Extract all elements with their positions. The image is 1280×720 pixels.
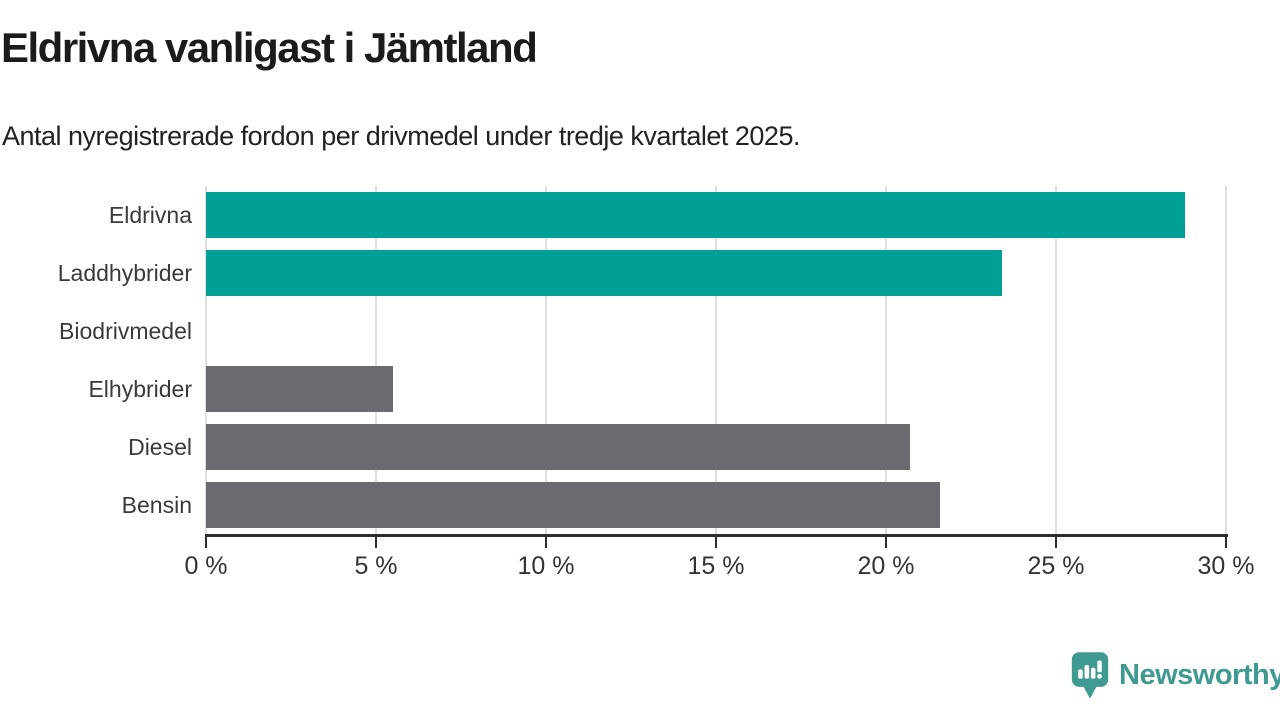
bar-track	[206, 192, 1226, 238]
x-axis-tick-label: 0 %	[184, 552, 228, 580]
gridline	[544, 186, 547, 534]
bar-track	[206, 308, 1226, 354]
category-label: Biodrivmedel	[59, 317, 192, 344]
x-axis-tick	[205, 537, 207, 548]
x-axis-tick	[1225, 537, 1227, 548]
chart-row-bensin: Bensin	[0, 476, 1226, 534]
x-axis-tick-label: 30 %	[1197, 552, 1255, 580]
gridline	[884, 186, 887, 534]
gridline	[1055, 186, 1057, 534]
category-label: Elhybrider	[88, 375, 192, 402]
x-axis-tick-label: 20 %	[857, 552, 915, 580]
chart-row-eldrivna: Eldrivna	[0, 186, 1226, 244]
chart-row-diesel: Diesel	[0, 418, 1226, 476]
chart-subtitle: Antal nyregistrerade fordon per drivmede…	[2, 121, 800, 151]
x-axis-tick	[544, 537, 547, 548]
x-axis: 0 % 5 % 10 % 15 % 20 % 25 % 30 %	[184, 534, 1254, 584]
bar-bensin	[206, 482, 941, 528]
bar-track	[206, 250, 1226, 296]
x-axis-tick-label: 25 %	[1027, 552, 1085, 580]
x-axis-tick	[1055, 537, 1057, 548]
category-label: Eldrivna	[108, 201, 192, 228]
gridline	[374, 186, 377, 534]
bar-chart: Eldrivna Laddhybrider Biodrivmedel Elhybrid…	[0, 186, 1280, 534]
x-axis-tick	[374, 537, 377, 548]
plot-area	[205, 186, 1227, 534]
category-label: Bensin	[121, 491, 192, 518]
x-axis-tick	[884, 537, 887, 548]
bar-elhybrider	[206, 366, 393, 412]
x-axis-tick	[715, 537, 717, 548]
brand-name: Newsworthy	[1119, 658, 1280, 691]
bar-diesel	[206, 424, 910, 470]
x-axis-tick-label: 10 %	[517, 552, 575, 580]
gridline	[205, 186, 207, 534]
bar-track	[206, 366, 1226, 412]
bar-laddhybrider	[206, 250, 1002, 296]
category-label: Laddhybrider	[57, 259, 192, 286]
newsworthy-speech-bubble-bar-chart-icon	[1071, 652, 1109, 699]
gridline	[715, 186, 717, 534]
x-axis-tick-label: 15 %	[687, 552, 745, 580]
chart-row-laddhybrider: Laddhybrider	[0, 244, 1226, 302]
category-label: Diesel	[128, 433, 192, 460]
chart-row-elhybrider: Elhybrider	[0, 360, 1226, 418]
x-axis-tick-label: 5 %	[354, 552, 398, 580]
newsworthy-logo: Newsworthy	[1070, 650, 1280, 700]
bar-eldrivna	[206, 192, 1186, 238]
chart-title: Eldrivna vanligast i Jämtland	[1, 24, 538, 71]
gridline	[1225, 186, 1227, 534]
chart-row-biodrivmedel: Biodrivmedel	[0, 302, 1226, 360]
bar-track	[206, 424, 1226, 470]
bar-rows: Eldrivna Laddhybrider Biodrivmedel Elhybrid…	[0, 186, 1226, 534]
bar-track	[206, 482, 1226, 528]
x-axis-line	[205, 534, 1228, 537]
